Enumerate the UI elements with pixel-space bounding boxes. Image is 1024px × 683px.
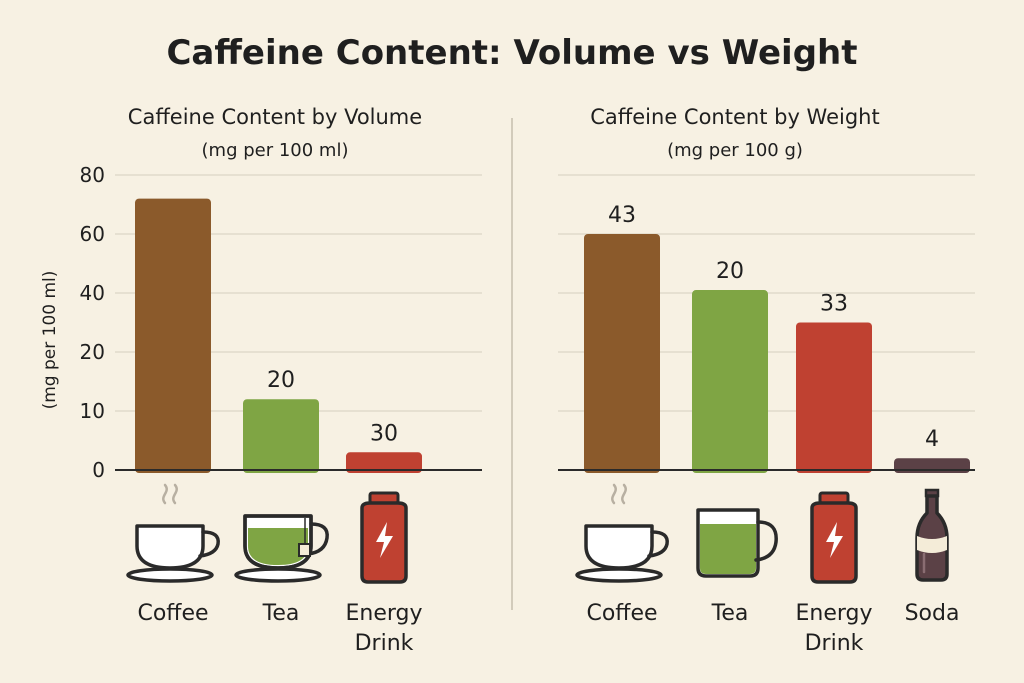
weight-bars: [584, 234, 970, 473]
category-label-energy-drink: Energy: [345, 601, 422, 626]
bar-energy-drink: [346, 452, 422, 473]
bar-coffee: [135, 198, 211, 473]
y-tick-label: 40: [80, 281, 105, 305]
category-label-tea: Tea: [262, 601, 300, 626]
weight-chart-title: Caffeine Content by Weight: [590, 105, 879, 129]
volume-y-ticks: 0 10 20 40 60 80: [80, 163, 105, 482]
y-tick-label: 80: [80, 163, 105, 187]
bar-tea: [243, 399, 319, 473]
coffee-cup-icon: [575, 483, 669, 583]
volume-category-icons: [126, 483, 408, 584]
volume-bars: [135, 198, 422, 473]
data-label-tea: 20: [716, 259, 744, 284]
tea-cup-icon: [234, 514, 329, 583]
tea-mug-icon: [696, 508, 778, 578]
volume-category-labels: Coffee Tea Energy Drink: [137, 601, 422, 656]
y-tick-label: 10: [80, 399, 105, 423]
data-label-tea: 20: [267, 368, 295, 393]
category-label-soda: Soda: [905, 601, 960, 626]
y-tick-label: 20: [80, 340, 105, 364]
y-tick-label: 0: [92, 458, 105, 482]
weight-chart-subtitle: (mg per 100 g): [667, 140, 803, 161]
y-tick-label: 60: [80, 222, 105, 246]
category-label-energy-drink: Drink: [805, 631, 864, 656]
volume-y-axis-label: (mg per 100 ml): [40, 271, 60, 410]
category-label-coffee: Coffee: [586, 601, 657, 626]
coffee-cup-icon: [126, 483, 220, 583]
figure-title: Caffeine Content: Volume vs Weight: [166, 33, 857, 73]
category-label-energy-drink: Energy: [795, 601, 872, 626]
volume-chart-title: Caffeine Content by Volume: [128, 105, 422, 129]
bar-tea: [692, 290, 768, 473]
data-label-energy-drink: 30: [370, 421, 398, 446]
energy-drink-can-icon: [810, 491, 858, 584]
weight-category-icons: [575, 483, 949, 584]
weight-category-labels: Coffee Tea Energy Drink Soda: [586, 601, 959, 656]
data-label-coffee: 43: [608, 203, 636, 228]
weight-chart: Caffeine Content by Weight (mg per 100 g…: [558, 105, 975, 656]
bar-energy-drink: [796, 322, 872, 473]
bar-coffee: [584, 234, 660, 473]
data-label-energy-drink: 33: [820, 292, 848, 317]
energy-drink-can-icon: [360, 491, 408, 584]
soda-bottle-icon: [915, 488, 949, 582]
category-label-coffee: Coffee: [137, 601, 208, 626]
volume-chart: Caffeine Content by Volume (mg per 100 m…: [40, 105, 482, 656]
category-label-energy-drink: Drink: [355, 631, 414, 656]
weight-data-labels: 43 20 33 4: [608, 203, 939, 452]
data-label-soda: 4: [925, 427, 939, 452]
volume-chart-subtitle: (mg per 100 ml): [202, 140, 349, 161]
category-label-tea: Tea: [711, 601, 749, 626]
